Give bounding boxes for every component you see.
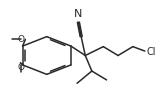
Text: N: N — [73, 9, 82, 19]
Text: O: O — [18, 35, 25, 44]
Text: O: O — [17, 63, 24, 72]
Text: Cl: Cl — [147, 47, 156, 57]
